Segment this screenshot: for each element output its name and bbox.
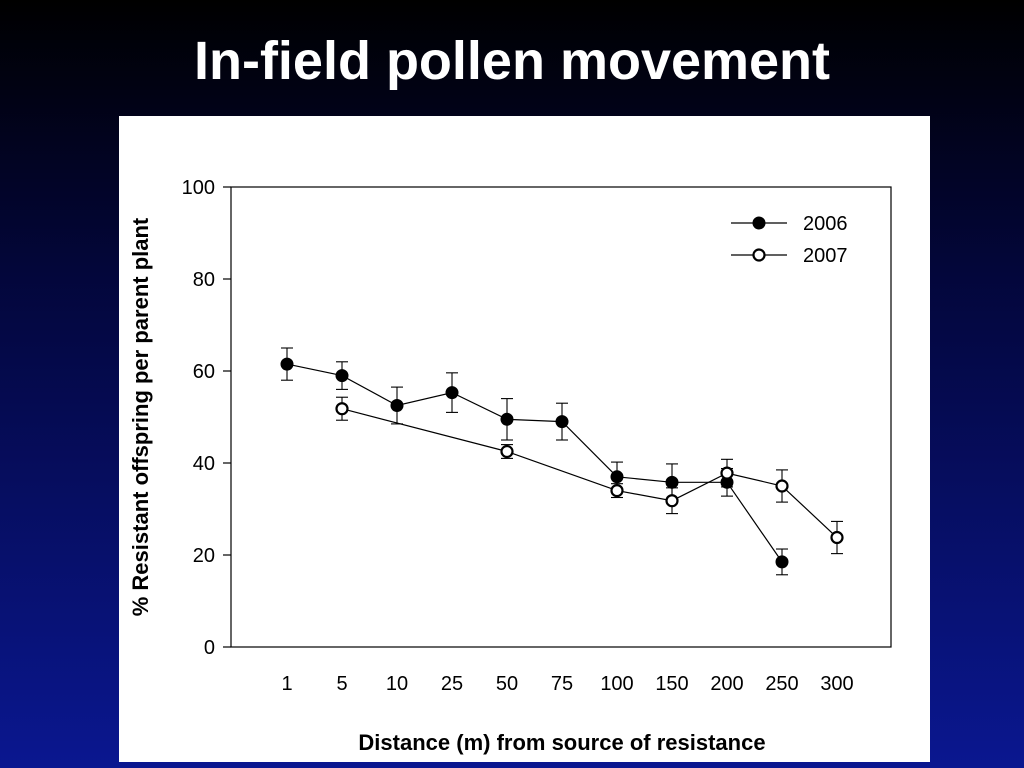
legend-marker	[752, 216, 766, 230]
data-point	[775, 555, 789, 569]
y-axis-label: % Resistant offspring per parent plant	[128, 217, 153, 616]
x-tick-label: 75	[551, 673, 573, 695]
x-tick-label: 250	[765, 673, 798, 695]
x-tick-label: 10	[386, 673, 408, 695]
data-point	[335, 402, 349, 416]
legend-marker	[752, 248, 766, 262]
data-point	[445, 386, 459, 400]
line-chart: 0 20 40 60 80 100 1 5 10 25 50 75 100 150 200 250 300 2…	[128, 177, 892, 755]
x-tick-label: 100	[600, 673, 633, 695]
chart-panel: 0 20 40 60 80 100 1 5 10 25 50 75 100 150 200 250 300 2…	[119, 116, 930, 762]
data-point	[500, 444, 514, 459]
series-line	[341, 408, 838, 538]
data-point	[555, 415, 569, 429]
x-tick-label: 1	[281, 673, 292, 695]
chart-axes	[230, 186, 892, 648]
x-axis-ticks: 1 5 10 25 50 75 100 150 200 250 300	[281, 673, 853, 695]
data-point	[610, 484, 624, 498]
series-line	[286, 363, 783, 563]
slide-title: In-field pollen movement	[193, 31, 831, 91]
series-layer	[280, 347, 844, 576]
data-point	[610, 470, 624, 484]
y-axis-ticks: 0 20 40 60 80 100	[182, 177, 231, 659]
legend-item: 2007	[731, 245, 848, 267]
x-tick-label: 50	[496, 673, 518, 695]
y-tick-label: 100	[182, 177, 215, 199]
y-tick-label: 0	[204, 637, 215, 659]
y-tick-label: 20	[193, 545, 215, 567]
data-point	[775, 479, 789, 493]
x-tick-label: 25	[441, 673, 463, 695]
data-point	[720, 466, 734, 480]
legend-label: 2006	[803, 213, 848, 235]
y-tick-label: 80	[193, 269, 215, 291]
series-2006	[280, 347, 789, 576]
x-tick-label: 300	[820, 673, 853, 695]
data-point	[500, 412, 514, 426]
x-tick-label: 200	[710, 673, 743, 695]
series-2007	[335, 396, 844, 555]
plot-frame	[230, 186, 892, 648]
legend-item: 2006	[731, 213, 848, 235]
data-point	[335, 369, 349, 383]
data-point	[390, 399, 404, 412]
y-tick-label: 40	[193, 453, 215, 475]
data-point	[280, 357, 294, 371]
x-tick-label: 150	[655, 673, 688, 695]
x-axis-label: Distance (m) from source of resistance	[358, 730, 765, 755]
y-tick-label: 60	[193, 361, 215, 383]
data-point	[665, 494, 679, 508]
data-point	[830, 530, 844, 545]
x-tick-label: 5	[336, 673, 347, 695]
chart-legend: 2006 2007	[731, 213, 848, 267]
legend-label: 2007	[803, 245, 848, 267]
data-point	[665, 475, 679, 489]
